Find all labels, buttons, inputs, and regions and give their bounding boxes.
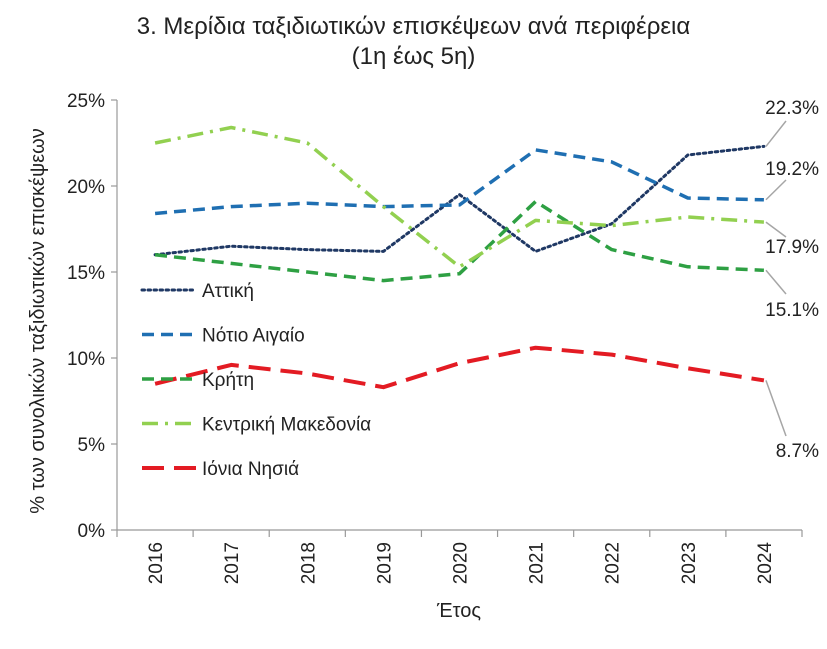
- x-tick-label: 2023: [679, 542, 700, 584]
- end-label: 15.1%: [765, 300, 819, 321]
- axes: 0% 5% 10% 15% 20% 25% 2016 2017 2018 2019 2020 2021…: [67, 91, 803, 585]
- legend-label: Αττική: [202, 281, 254, 302]
- end-label: 17.9%: [765, 237, 819, 258]
- y-tick-label: 0%: [78, 521, 106, 542]
- end-label-leader: [765, 221, 787, 238]
- y-axis-label: % των συνολικών ταξιδιωτικών επισκέψεων: [27, 128, 49, 514]
- end-label-leader: [765, 269, 787, 295]
- x-tick-label: 2019: [374, 542, 395, 584]
- legend-label: Νότιο Αιγαίο: [202, 326, 305, 347]
- x-tick-label: 2020: [451, 542, 472, 584]
- y-tick-label: 10%: [67, 349, 105, 370]
- x-tick-label: 2018: [298, 542, 319, 584]
- x-tick-label: 2021: [527, 542, 548, 584]
- series-line: [154, 148, 764, 216]
- end-label: 22.3%: [765, 98, 819, 119]
- x-axis-label: Έτος: [436, 600, 481, 622]
- end-labels: 22.3% 19.2% 15.1% 17.9% 8.7%: [765, 98, 819, 462]
- legend-label: Ιόνια Νησιά: [202, 459, 299, 480]
- y-tick-label: 20%: [67, 177, 105, 198]
- series-line: [154, 345, 765, 390]
- legend: Αττική Νότιο Αιγαίο Κρήτη Κεντρική Μακεδονί…: [140, 281, 371, 480]
- x-tick-label: 2017: [222, 542, 243, 584]
- x-tick-label: 2024: [755, 542, 776, 585]
- end-label-leader: [765, 120, 787, 147]
- legend-label: Κεντρική Μακεδονία: [202, 415, 371, 436]
- x-tick-label: 2022: [603, 542, 624, 584]
- legend-label: Κρήτη: [202, 370, 254, 391]
- y-tick-label: 5%: [78, 435, 106, 456]
- end-label-leader: [765, 179, 787, 201]
- end-label: 19.2%: [765, 159, 819, 180]
- series-line: [154, 199, 764, 283]
- end-label: 8.7%: [776, 441, 819, 462]
- end-label-leader: [765, 380, 787, 437]
- chart-subtitle: (1η έως 5η): [351, 43, 476, 70]
- y-tick-label: 15%: [67, 263, 105, 284]
- chart-title-block: 3. Μερίδια ταξιδιωτικών επισκέψεων ανά π…: [0, 12, 827, 72]
- series-line: [153, 144, 766, 257]
- y-tick-label: 25%: [67, 91, 105, 112]
- x-tick-label: 2016: [146, 542, 167, 584]
- series-line: [154, 125, 765, 269]
- chart-title: 3. Μερίδια ταξιδιωτικών επισκέψεων ανά π…: [136, 13, 691, 40]
- series-layer: [153, 125, 766, 390]
